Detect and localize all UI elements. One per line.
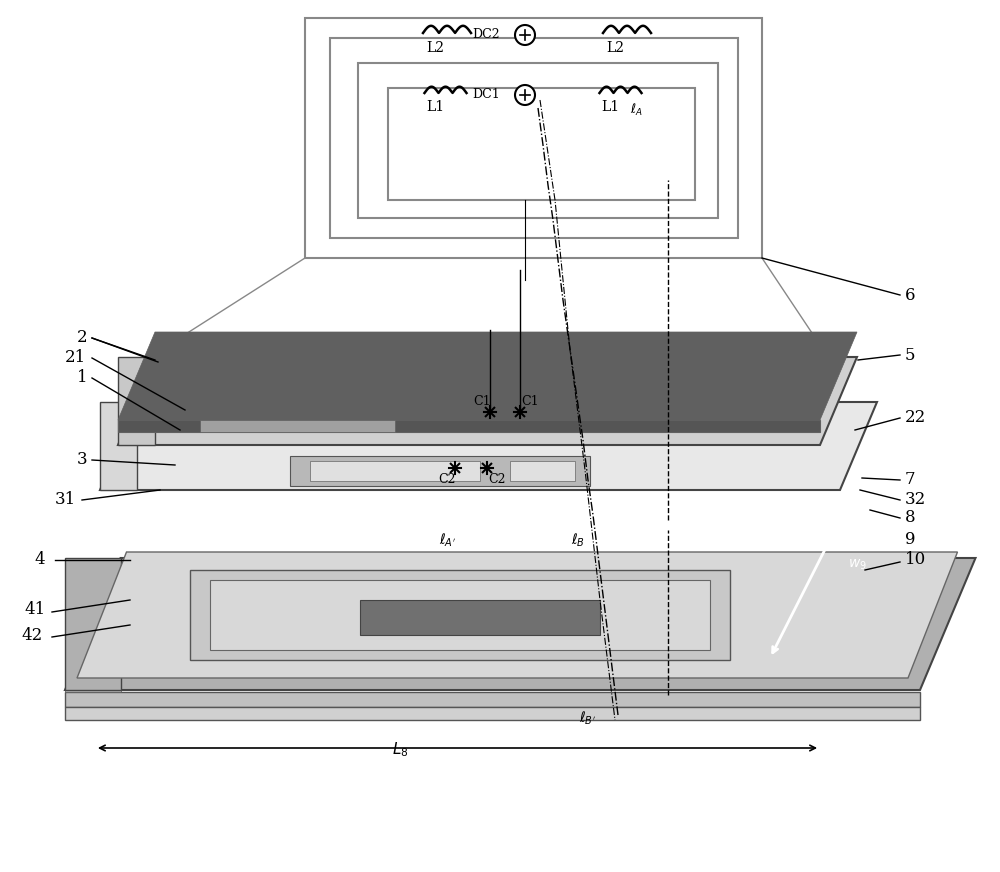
Polygon shape: [100, 402, 137, 490]
Polygon shape: [65, 558, 120, 690]
Polygon shape: [190, 570, 730, 660]
Text: L2: L2: [426, 41, 444, 55]
Text: 41: 41: [24, 602, 46, 618]
Polygon shape: [210, 580, 710, 650]
Polygon shape: [200, 420, 395, 432]
Text: 1: 1: [77, 370, 87, 386]
Text: 42: 42: [21, 626, 43, 644]
Polygon shape: [77, 552, 958, 678]
Circle shape: [515, 25, 535, 45]
Polygon shape: [65, 558, 976, 690]
Polygon shape: [118, 420, 820, 432]
Text: $\ell_B$: $\ell_B$: [571, 531, 585, 548]
Text: $w_9$: $w_9$: [848, 558, 867, 572]
Text: 21: 21: [64, 350, 86, 366]
Text: C1: C1: [473, 396, 491, 408]
Text: 32: 32: [905, 492, 926, 508]
Text: 3: 3: [77, 452, 87, 468]
Polygon shape: [100, 402, 877, 490]
Text: C2: C2: [488, 473, 506, 487]
Text: 8: 8: [905, 509, 916, 527]
Text: 9: 9: [905, 532, 916, 548]
Text: 22: 22: [905, 410, 926, 426]
Text: 4: 4: [35, 551, 45, 569]
Polygon shape: [310, 461, 480, 481]
Polygon shape: [65, 560, 120, 692]
Text: L1: L1: [426, 100, 444, 114]
Polygon shape: [510, 461, 575, 481]
Polygon shape: [290, 456, 590, 486]
Text: DC2: DC2: [472, 29, 500, 42]
Text: C2: C2: [438, 473, 456, 487]
Text: C1: C1: [521, 396, 539, 408]
Text: $\ell_{B'}$: $\ell_{B'}$: [579, 709, 597, 726]
Text: 6: 6: [905, 287, 916, 303]
Text: 2: 2: [77, 330, 87, 346]
Text: $L_8$: $L_8$: [392, 740, 408, 760]
Polygon shape: [65, 707, 920, 720]
Text: 5: 5: [905, 346, 916, 364]
Polygon shape: [360, 600, 600, 635]
Polygon shape: [65, 692, 920, 707]
Polygon shape: [118, 332, 857, 420]
Circle shape: [515, 85, 535, 105]
Polygon shape: [118, 357, 155, 445]
Text: $\ell_A$: $\ell_A$: [630, 102, 643, 118]
Text: DC1: DC1: [472, 88, 500, 101]
Text: $\ell_{A'}$: $\ell_{A'}$: [439, 531, 457, 548]
Polygon shape: [118, 357, 857, 445]
Text: 10: 10: [905, 551, 926, 569]
Text: 7: 7: [905, 472, 916, 488]
Text: L2: L2: [606, 41, 624, 55]
Text: 31: 31: [54, 492, 76, 508]
Text: L1: L1: [601, 100, 619, 114]
